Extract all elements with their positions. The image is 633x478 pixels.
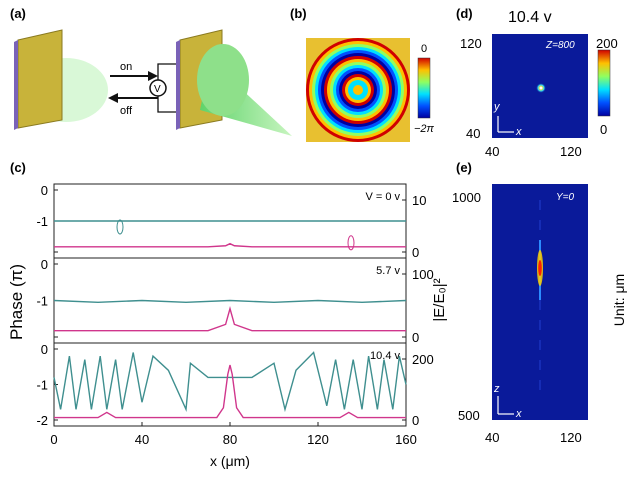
- intensity-axis-marker-icon: [347, 235, 355, 251]
- left-tick-label: -2: [36, 413, 48, 428]
- subplot-frame: [53, 342, 407, 427]
- e-axis-z: z: [493, 383, 500, 395]
- d-axis-y: y: [493, 101, 501, 113]
- right-tick-label: 10: [412, 193, 426, 208]
- phase-colorbar: [417, 57, 431, 119]
- d-xtick-left: 40: [485, 144, 499, 159]
- voltmeter-label: V: [154, 84, 161, 95]
- off-label: off: [120, 105, 133, 117]
- x-tick-label: 80: [223, 432, 237, 447]
- left-tick-label: 0: [41, 183, 48, 198]
- e-xtick-right: 120: [560, 430, 582, 445]
- panel-c-label: (c): [10, 160, 26, 175]
- panel-d-title: 10.4 v: [508, 9, 552, 26]
- voltage-label: 5.7 v: [376, 265, 400, 277]
- panel-a-label: (a): [10, 6, 26, 21]
- axial-focus-core: [538, 260, 542, 276]
- voltage-label: 10.4 v: [370, 350, 400, 362]
- panel-b: (b) 0 −2π: [290, 6, 435, 142]
- x-tick-label: 160: [395, 432, 417, 447]
- on-label: on: [120, 61, 132, 73]
- right-tick-label: 0: [412, 330, 419, 345]
- panel-b-label: (b): [290, 6, 307, 21]
- intensity-series-line: [54, 242, 406, 248]
- phase-series-line: [53, 351, 407, 413]
- panel-e: (e) Y=0 1000 500 40 120 z x Unit: μm: [452, 160, 627, 445]
- intensity-series-line: [54, 306, 406, 332]
- d-axis-x: x: [515, 126, 522, 138]
- e-ytick-top: 1000: [452, 190, 481, 205]
- device-plate-left: [17, 29, 63, 129]
- right-tick-label: 200: [412, 352, 434, 367]
- phase-ring-center-inner: [353, 85, 363, 95]
- wire-top: [157, 63, 180, 80]
- left-tick-label: 0: [41, 257, 48, 272]
- d-ytick-bottom: 40: [466, 126, 480, 141]
- left-tick-label: -1: [36, 378, 48, 393]
- unit-label: Unit: μm: [611, 274, 627, 326]
- phase-colorbar-bottom: −2π: [414, 123, 435, 135]
- phase-colorbar-top: 0: [421, 43, 427, 55]
- e-ytick-bottom: 500: [458, 408, 480, 423]
- d-colorbar-top: 200: [596, 36, 618, 51]
- off-arrowhead-icon: [108, 93, 118, 103]
- right-tick-label: 0: [412, 413, 419, 428]
- e-axis-x: x: [515, 408, 522, 420]
- x-tick-label: 0: [50, 432, 57, 447]
- on-arrowhead-icon: [148, 71, 158, 81]
- device-edge-right: [176, 40, 180, 130]
- voltage-label: V = 0 v: [365, 191, 400, 203]
- panel-a: (a) on off V: [10, 6, 292, 136]
- z-tag: Z=800: [545, 40, 575, 51]
- c-ylabel-right: |E/E₀|²: [431, 278, 448, 321]
- c-xlabel: x (μm): [210, 453, 250, 469]
- focal-spot-core: [539, 86, 543, 90]
- right-tick-label: 100: [412, 267, 434, 282]
- panel-d: (d) 10.4 v Z=800 120 40 40 120 y x 200 0: [456, 6, 618, 159]
- right-tick-label: 0: [412, 245, 419, 260]
- panel-e-label: (e): [456, 160, 472, 175]
- phase-rings: [306, 38, 410, 142]
- intensity-series-line: [54, 364, 406, 419]
- phase-axis-marker-icon: [116, 219, 124, 235]
- phase-series-line: [53, 299, 407, 304]
- cone-base: [197, 44, 249, 116]
- x-tick-label: 40: [135, 432, 149, 447]
- wire-bottom: [157, 96, 180, 113]
- intensity-colorbar: [597, 49, 611, 117]
- left-tick-label: 0: [41, 342, 48, 357]
- left-tick-label: -1: [36, 294, 48, 309]
- d-xtick-right: 120: [560, 144, 582, 159]
- left-tick-label: -1: [36, 214, 48, 229]
- device-edge-left: [14, 40, 18, 130]
- panel-d-label: (d): [456, 6, 473, 21]
- y-tag: Y=0: [556, 192, 575, 203]
- e-xtick-left: 40: [485, 430, 499, 445]
- c-ylabel-left: Phase (π): [7, 264, 26, 340]
- d-colorbar-bottom: 0: [600, 122, 607, 137]
- x-tick-label: 120: [307, 432, 329, 447]
- d-ytick-top: 120: [460, 36, 482, 51]
